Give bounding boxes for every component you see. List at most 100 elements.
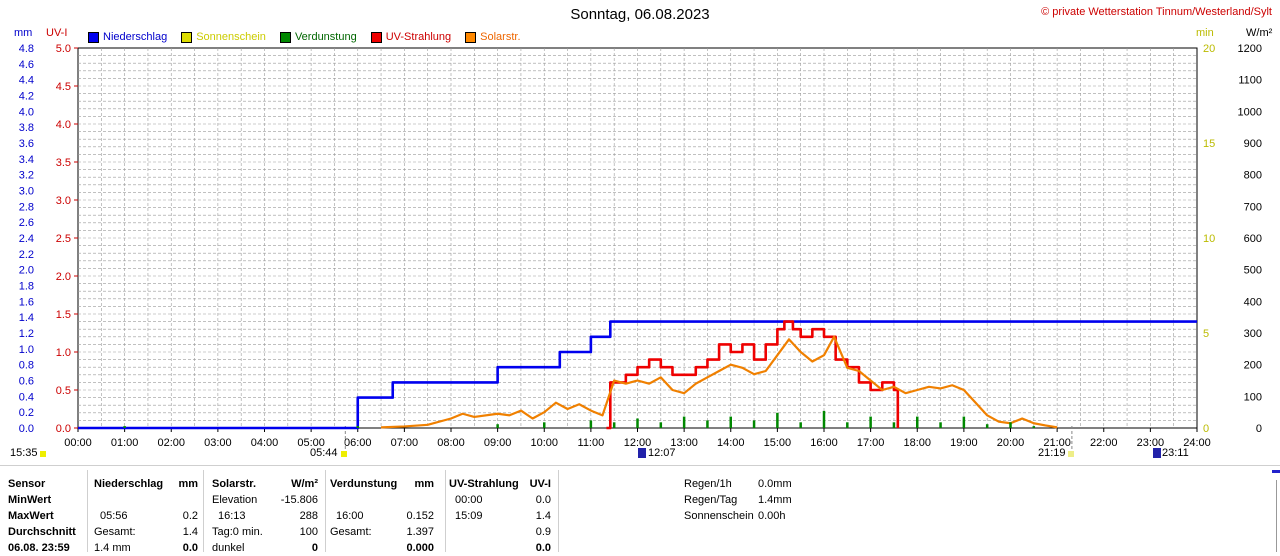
solar-unit: W/m² bbox=[291, 478, 318, 490]
summary-rain-day-value: 1.4mm bbox=[758, 494, 792, 506]
x-tick-label: 24:00 bbox=[1183, 437, 1211, 449]
min-tick-label: 20 bbox=[1203, 43, 1215, 55]
legend-swatch bbox=[88, 31, 99, 43]
uv-line bbox=[606, 320, 900, 430]
copyright-notice: © private Wetterstation Tinnum/Westerlan… bbox=[1041, 6, 1272, 18]
solar-line bbox=[381, 335, 1058, 429]
legend-swatch bbox=[465, 31, 477, 43]
legend-label: Niederschlag bbox=[103, 31, 168, 43]
wm2-unit-label: W/m² bbox=[1246, 27, 1273, 39]
x-tick-label: 17:00 bbox=[857, 437, 885, 449]
mm-tick-label: 2.0 bbox=[19, 265, 34, 277]
chart-title: Sonntag, 06.08.2023 bbox=[570, 6, 710, 23]
x-tick-label: 01:00 bbox=[111, 437, 139, 449]
table-column-divider bbox=[325, 470, 326, 552]
mm-tick-label: 3.4 bbox=[19, 154, 34, 166]
uvi-tick-label: 3.5 bbox=[56, 157, 71, 169]
table-column-divider bbox=[203, 470, 204, 552]
legend-item: Niederschlag bbox=[88, 30, 167, 44]
summary-column: Regen/1h 0.0mm Regen/Tag 1.4mm Sonnenschei… bbox=[684, 476, 794, 524]
min-tick-label: 15 bbox=[1203, 138, 1215, 150]
x-tick-label: 10:00 bbox=[530, 437, 558, 449]
wm2-tick-label: 100 bbox=[1244, 391, 1262, 403]
mm-tick-label: 0.6 bbox=[19, 376, 34, 388]
uvi-tick-label: 3.0 bbox=[56, 195, 71, 207]
mm-tick-label: 2.8 bbox=[19, 201, 34, 213]
evap-current-value: 0.000 bbox=[406, 542, 434, 554]
evap-header: Verdunstung bbox=[330, 478, 398, 490]
time-marker-end: 23:11 bbox=[1162, 447, 1189, 459]
uvi-unit-label: UV-I bbox=[46, 27, 68, 39]
sensor-column: Sensor MinWert MaxWert Durchschnitt 06.0… bbox=[8, 476, 88, 556]
scrollbar-track[interactable] bbox=[1276, 480, 1277, 552]
mm-tick-label: 1.4 bbox=[19, 312, 34, 324]
mm-tick-label: 4.4 bbox=[19, 75, 34, 87]
wm2-tick-label: 600 bbox=[1244, 233, 1262, 245]
legend-swatch bbox=[181, 31, 193, 43]
mm-tick-label: 0.2 bbox=[19, 407, 34, 419]
rain-current-value: 0.0 bbox=[182, 542, 198, 554]
uvi-tick-label: 1.0 bbox=[56, 347, 71, 359]
x-tick-label: 02:00 bbox=[157, 437, 185, 449]
x-tick-label: 11:00 bbox=[578, 437, 605, 449]
wm2-tick-label: 300 bbox=[1244, 328, 1262, 340]
min-tick-label: 10 bbox=[1203, 233, 1215, 245]
summary-rain-hour-value: 0.0mm bbox=[758, 478, 792, 490]
uv-avg-value: 0.9 bbox=[535, 526, 551, 538]
uv-min-time: 00:00 bbox=[455, 494, 483, 506]
rain-max-time: 05:56 bbox=[100, 510, 128, 522]
uvi-tick-label: 4.0 bbox=[56, 119, 71, 131]
wm2-tick-label: 800 bbox=[1244, 170, 1262, 182]
x-tick-label: 03:00 bbox=[204, 437, 232, 449]
mm-tick-label: 1.8 bbox=[19, 281, 34, 293]
wm2-tick-label: 1000 bbox=[1238, 106, 1262, 118]
mm-tick-label: 2.2 bbox=[19, 249, 34, 261]
mm-tick-label: 1.0 bbox=[19, 344, 34, 356]
rain-line bbox=[78, 320, 1197, 430]
min-tick-label: 0 bbox=[1203, 423, 1209, 435]
mm-tick-label: 2.6 bbox=[19, 217, 34, 229]
legend-swatch bbox=[279, 31, 291, 43]
table-column-divider bbox=[445, 470, 446, 552]
solar-status: dunkel bbox=[212, 542, 245, 554]
solar-day-label: Tag:0 min. bbox=[212, 526, 263, 538]
wm2-tick-label: 500 bbox=[1244, 265, 1262, 277]
x-tick-label: 21:00 bbox=[1043, 437, 1071, 449]
x-tick-label: 14:00 bbox=[717, 437, 745, 449]
legend-item: UV-Strahlung bbox=[370, 30, 451, 44]
noon-marker-icon bbox=[638, 448, 646, 458]
evap-max-value: 0.152 bbox=[406, 510, 434, 522]
time-marker-noon: 12:07 bbox=[648, 447, 676, 459]
x-tick-label: 22:00 bbox=[1090, 437, 1118, 449]
x-tick-label: 09:00 bbox=[484, 437, 512, 449]
sun-marker-icon bbox=[40, 451, 46, 457]
wm2-tick-label: 200 bbox=[1244, 360, 1262, 372]
rain-max-value: 0.2 bbox=[182, 510, 198, 522]
table-column-divider bbox=[558, 470, 559, 552]
mm-tick-label: 3.8 bbox=[19, 122, 34, 134]
x-tick-label: 16:00 bbox=[810, 437, 838, 449]
mm-tick-label: 4.6 bbox=[19, 59, 34, 71]
uvi-tick-label: 0.0 bbox=[56, 423, 71, 435]
legend-label: Verdunstung bbox=[294, 31, 357, 43]
moon-marker-icon bbox=[1153, 448, 1161, 458]
solar-day-value: 100 bbox=[299, 526, 318, 538]
row-label-min: MinWert bbox=[8, 494, 52, 506]
wm2-tick-label: 700 bbox=[1244, 201, 1262, 213]
solar-elevation-value: -15.806 bbox=[280, 494, 318, 506]
time-marker-start: 15:35 bbox=[10, 447, 38, 459]
x-tick-label: 07:00 bbox=[391, 437, 419, 449]
mm-tick-label: 3.0 bbox=[19, 186, 34, 198]
x-tick-label: 18:00 bbox=[903, 437, 931, 449]
wm2-tick-label: 400 bbox=[1244, 296, 1262, 308]
mm-tick-label: 4.8 bbox=[19, 43, 34, 55]
mm-tick-label: 4.0 bbox=[19, 106, 34, 118]
legend-item: Sonnenschein bbox=[181, 30, 266, 44]
mm-tick-label: 0.8 bbox=[19, 360, 34, 372]
x-tick-label: 19:00 bbox=[950, 437, 978, 449]
rain-header: Niederschlag bbox=[94, 478, 164, 490]
min-unit-label: min bbox=[1196, 27, 1214, 39]
solar-elevation-label: Elevation bbox=[212, 494, 258, 506]
wm2-tick-label: 0 bbox=[1256, 423, 1262, 435]
uvi-tick-label: 2.5 bbox=[56, 233, 71, 245]
